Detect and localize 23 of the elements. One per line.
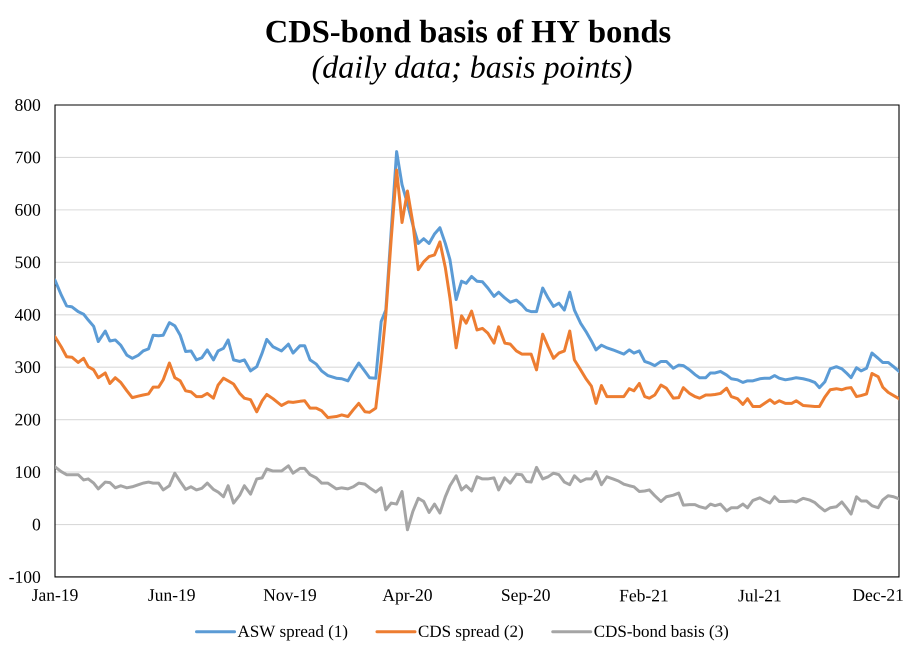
- x-tick-label: Dec-21: [852, 589, 903, 601]
- y-tick-label: 100: [16, 466, 40, 478]
- y-tick-label: 600: [15, 204, 40, 216]
- x-tick-label: Jul-21: [738, 589, 781, 602]
- x-tick-label: Feb-21: [620, 589, 668, 602]
- y-tick-label: -100: [9, 571, 40, 583]
- legend-label: CDS spread (2): [418, 625, 523, 640]
- y-tick-label: 200: [15, 414, 40, 426]
- legend-label: CDS-bond basis (3): [594, 625, 728, 640]
- legend-label: ASW spread (1): [238, 625, 348, 640]
- chart-subtitle: (daily data; basis points): [312, 55, 632, 85]
- x-tick-label: Sep-20: [502, 589, 550, 605]
- x-tick-label: Nov-19: [264, 589, 316, 601]
- x-tick-label: Apr-20: [382, 589, 432, 605]
- y-tick-label: 700: [16, 152, 40, 164]
- chart-title: CDS-bond basis of HY bonds: [266, 19, 670, 43]
- y-tick-label: 500: [16, 256, 40, 268]
- y-tick-label: 800: [15, 99, 40, 111]
- y-tick-label: 0: [32, 518, 40, 530]
- y-tick-label: 300: [15, 361, 40, 374]
- x-tick-label: Jan-19: [32, 589, 78, 601]
- x-tick-label: Jun-19: [148, 589, 195, 601]
- y-tick-label: 400: [14, 308, 40, 321]
